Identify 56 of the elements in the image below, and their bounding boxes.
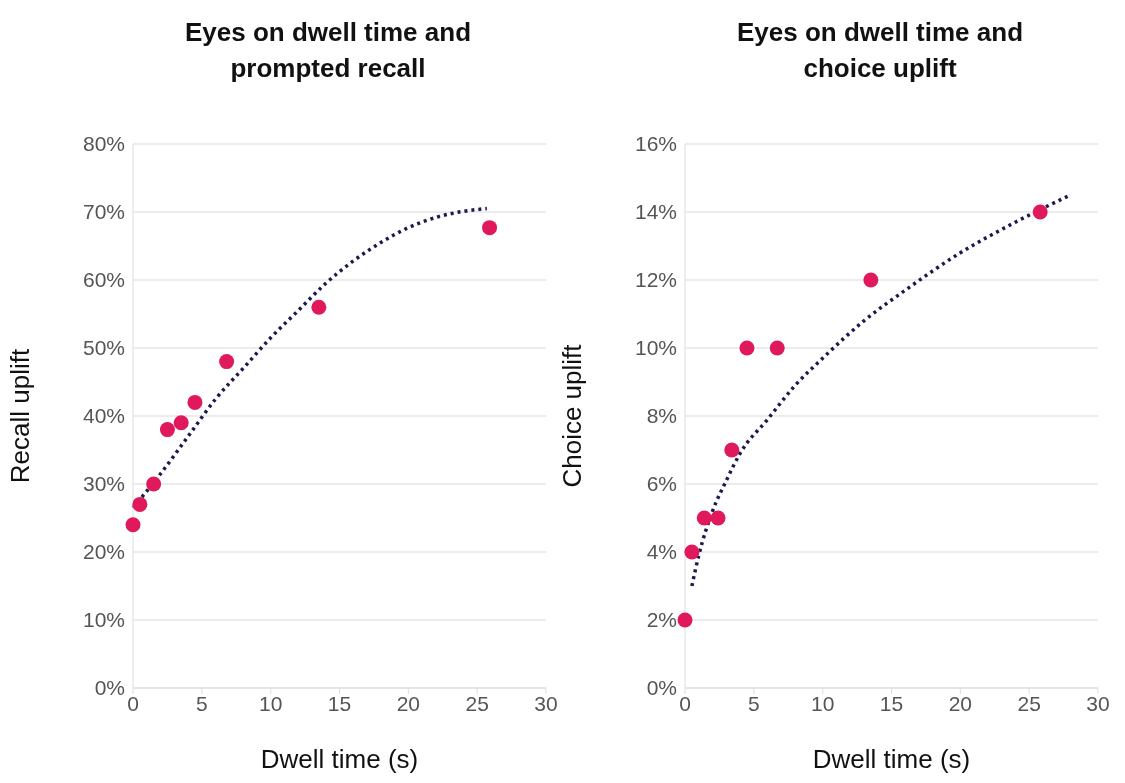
y-axis-title: Choice uplift — [557, 343, 588, 488]
y-tick-label: 50% — [82, 336, 125, 360]
y-tick-label: 0% — [94, 676, 125, 700]
point — [710, 510, 726, 526]
point — [219, 354, 235, 370]
x-tick-label: 30 — [1086, 691, 1110, 715]
x-tick-label: 15 — [327, 691, 352, 715]
x-tick-label: 25 — [465, 691, 489, 715]
y-tick-label: 12% — [634, 268, 677, 292]
y-tick-label: 14% — [634, 200, 677, 224]
x-tick-label: 10 — [810, 691, 835, 715]
y-tick-label: 30% — [82, 472, 125, 496]
y-tick-label: 4% — [646, 540, 677, 564]
x-tick-label: 25 — [1017, 691, 1041, 715]
y-tick-label: 2% — [646, 608, 677, 632]
y-tick-label: 16% — [634, 132, 677, 156]
x-tick-label: 30 — [534, 691, 558, 715]
y-axis-title: Recall uplift — [5, 348, 36, 484]
y-tick-label: 80% — [82, 132, 125, 156]
point — [173, 415, 189, 431]
point — [187, 394, 203, 410]
point — [132, 496, 148, 512]
x-axis-title: Dwell time (s) — [812, 744, 971, 774]
point — [724, 442, 740, 458]
x-axis-title: Dwell time (s) — [260, 744, 419, 774]
point — [696, 510, 712, 526]
point — [159, 422, 175, 438]
y-tick-label: 10% — [82, 608, 125, 632]
point — [863, 272, 879, 288]
x-tick-label: 10 — [258, 691, 283, 715]
y-tick-label: 70% — [82, 200, 125, 224]
chart-title: Eyes on dwell time and choice uplift — [735, 16, 1025, 85]
point — [146, 476, 162, 492]
y-tick-label: 60% — [82, 268, 125, 292]
y-tick-label: 40% — [82, 404, 125, 428]
point — [482, 220, 498, 236]
x-tick-label: 15 — [879, 691, 904, 715]
point — [1032, 204, 1048, 220]
point — [684, 544, 700, 560]
x-tick-label: 5 — [195, 691, 208, 715]
point — [769, 340, 785, 356]
y-tick-label: 8% — [646, 404, 677, 428]
y-tick-label: 20% — [82, 540, 125, 564]
y-tick-label: 6% — [646, 472, 677, 496]
point — [311, 299, 327, 315]
point — [739, 340, 755, 356]
point — [677, 612, 693, 628]
x-tick-label: 5 — [747, 691, 760, 715]
x-tick-label: 0 — [127, 691, 139, 715]
x-tick-label: 0 — [679, 691, 691, 715]
chart-title: Eyes on dwell time and prompted recall — [183, 16, 473, 85]
x-tick-label: 20 — [948, 691, 973, 715]
x-tick-label: 20 — [396, 691, 421, 715]
y-tick-label: 0% — [646, 676, 677, 700]
y-tick-label: 10% — [634, 336, 677, 360]
point — [125, 517, 141, 533]
